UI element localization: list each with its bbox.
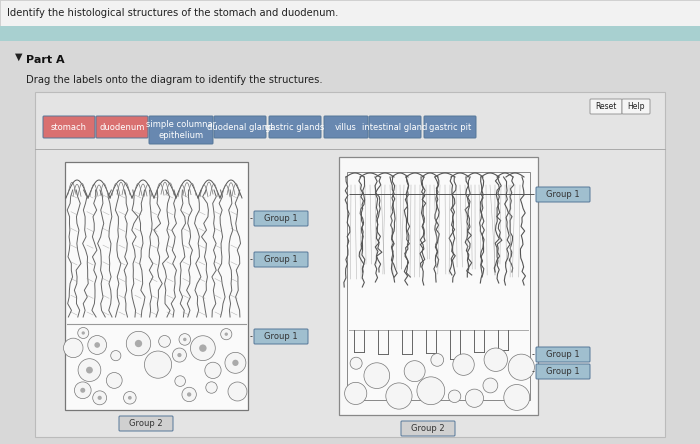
FancyBboxPatch shape [254, 252, 308, 267]
FancyBboxPatch shape [536, 187, 590, 202]
Circle shape [504, 385, 530, 410]
FancyBboxPatch shape [254, 329, 308, 344]
Circle shape [466, 389, 484, 407]
Text: Part A: Part A [26, 55, 64, 65]
Circle shape [225, 333, 228, 336]
Circle shape [111, 351, 121, 361]
Circle shape [483, 378, 498, 393]
Circle shape [206, 382, 217, 393]
Text: Group 1: Group 1 [264, 255, 298, 264]
Text: Group 1: Group 1 [264, 332, 298, 341]
Circle shape [404, 361, 425, 382]
Text: gastric glands: gastric glands [265, 123, 325, 131]
Circle shape [190, 336, 216, 361]
FancyBboxPatch shape [369, 116, 421, 138]
Text: Group 2: Group 2 [130, 419, 163, 428]
Circle shape [344, 382, 367, 404]
Circle shape [92, 391, 106, 405]
Circle shape [135, 340, 142, 347]
Circle shape [484, 348, 508, 372]
Circle shape [225, 353, 246, 373]
FancyBboxPatch shape [536, 347, 590, 362]
Circle shape [97, 396, 102, 400]
FancyBboxPatch shape [214, 116, 266, 138]
Circle shape [86, 367, 93, 373]
Circle shape [159, 336, 170, 347]
Circle shape [94, 342, 100, 348]
Circle shape [78, 328, 89, 338]
Circle shape [417, 377, 444, 404]
Text: Group 2: Group 2 [411, 424, 444, 433]
Circle shape [179, 333, 190, 345]
FancyBboxPatch shape [254, 211, 308, 226]
Circle shape [350, 357, 362, 369]
Circle shape [448, 390, 461, 403]
Circle shape [175, 376, 186, 386]
Circle shape [187, 392, 191, 396]
Bar [0, 26, 700, 41]
Text: gastric pit: gastric pit [429, 123, 471, 131]
Text: Identify the histological structures of the stomach and duodenum.: Identify the histological structures of … [7, 8, 338, 18]
FancyBboxPatch shape [119, 416, 173, 431]
FancyBboxPatch shape [96, 116, 148, 138]
Circle shape [386, 383, 412, 409]
Circle shape [183, 338, 186, 341]
FancyBboxPatch shape [536, 364, 590, 379]
FancyBboxPatch shape [324, 116, 368, 138]
FancyBboxPatch shape [269, 116, 321, 138]
Text: simple columnar
epithelium: simple columnar epithelium [146, 120, 216, 140]
Text: Group 1: Group 1 [546, 367, 580, 376]
Text: Help: Help [627, 102, 645, 111]
Circle shape [144, 351, 172, 378]
Circle shape [199, 345, 206, 352]
Circle shape [126, 331, 150, 356]
Text: Drag the labels onto the diagram to identify the structures.: Drag the labels onto the diagram to iden… [26, 75, 323, 85]
Circle shape [123, 392, 136, 404]
Circle shape [128, 396, 132, 400]
FancyBboxPatch shape [622, 99, 650, 114]
Circle shape [453, 354, 475, 375]
Text: Group 1: Group 1 [264, 214, 298, 223]
Bar [35, 92, 665, 437]
Circle shape [80, 388, 85, 393]
FancyBboxPatch shape [590, 99, 622, 114]
Text: Reset: Reset [595, 102, 617, 111]
FancyBboxPatch shape [424, 116, 476, 138]
Text: stomach: stomach [51, 123, 87, 131]
Bar [347, 172, 530, 400]
FancyBboxPatch shape [43, 116, 95, 138]
Circle shape [74, 382, 91, 399]
Circle shape [205, 362, 221, 379]
Bar [0, 0, 700, 26]
Text: Group 1: Group 1 [546, 350, 580, 359]
Circle shape [78, 359, 101, 381]
Text: intestinal gland: intestinal gland [363, 123, 428, 131]
Circle shape [364, 363, 390, 388]
Circle shape [106, 373, 122, 388]
Circle shape [431, 353, 444, 366]
Circle shape [177, 353, 181, 357]
Bar [339, 157, 538, 415]
FancyBboxPatch shape [149, 116, 213, 144]
Circle shape [508, 354, 534, 381]
Circle shape [232, 360, 239, 366]
Text: Group 1: Group 1 [546, 190, 580, 199]
Text: duodenal gland: duodenal gland [207, 123, 273, 131]
Circle shape [228, 382, 247, 401]
Circle shape [64, 338, 83, 358]
Text: duodenum: duodenum [99, 123, 145, 131]
Circle shape [88, 336, 106, 354]
Circle shape [172, 348, 186, 362]
Circle shape [82, 331, 85, 335]
Circle shape [182, 387, 196, 402]
Bar [65, 162, 248, 410]
Text: ▼: ▼ [15, 52, 22, 62]
Circle shape [220, 329, 232, 340]
FancyBboxPatch shape [401, 421, 455, 436]
Text: villus: villus [335, 123, 357, 131]
